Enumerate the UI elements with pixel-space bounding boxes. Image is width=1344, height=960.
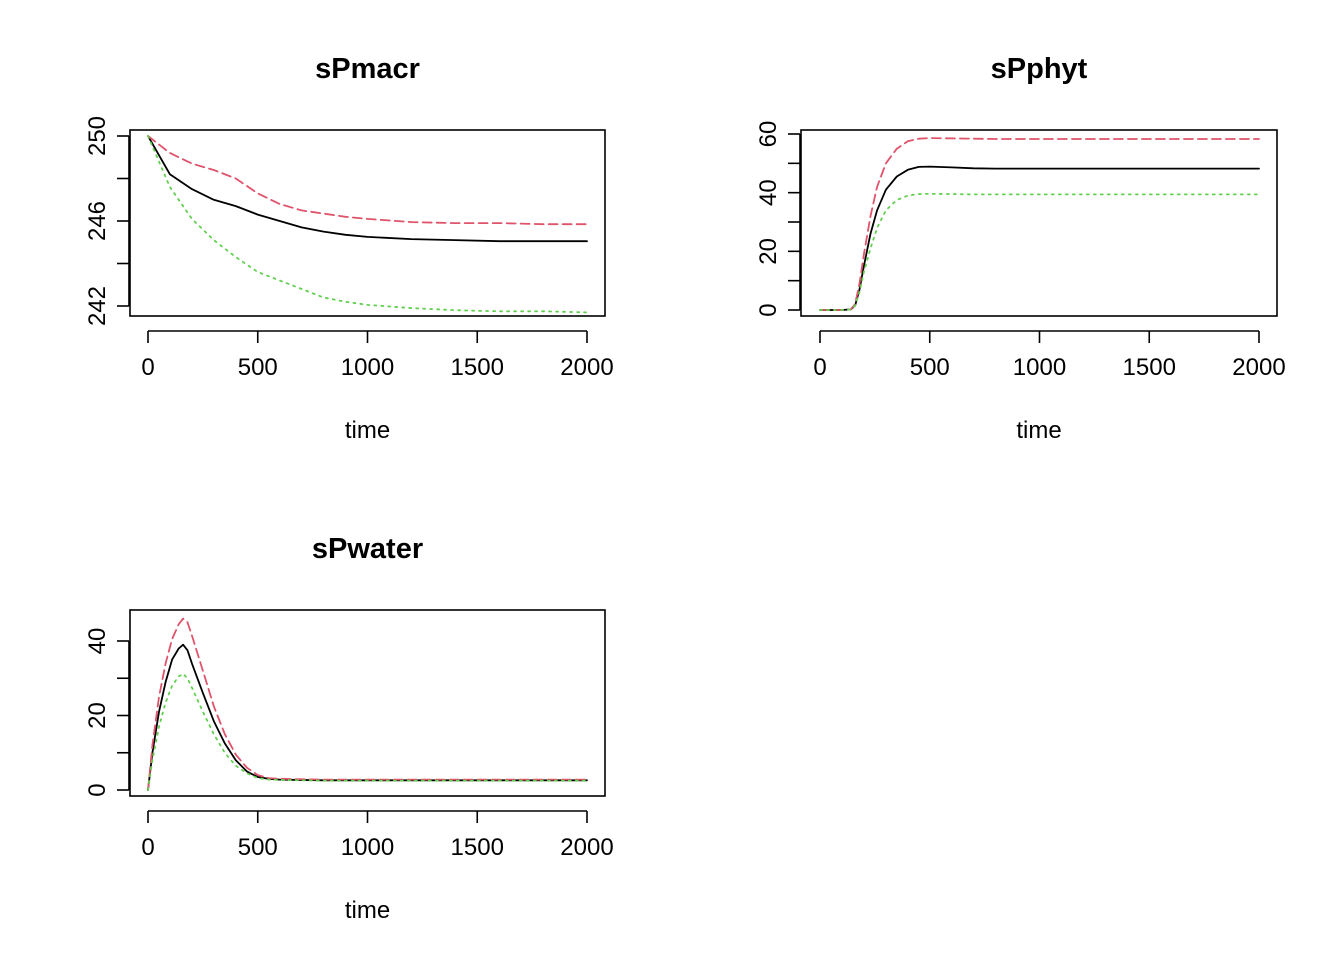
y-tick-label: 250 <box>84 116 111 156</box>
y-tick-label: 20 <box>755 238 782 265</box>
y-tick-label: 0 <box>84 783 111 796</box>
x-tick-label: 1500 <box>451 834 504 861</box>
x-tick-label: 1500 <box>451 354 504 381</box>
x-tick-label: 0 <box>141 354 154 381</box>
series-line-3 <box>147 135 588 314</box>
x-tick-label: 1000 <box>341 354 394 381</box>
y-tick-label: 40 <box>84 628 111 655</box>
y-tick-label: 242 <box>84 286 111 326</box>
chart-title: sPphyt <box>991 53 1088 85</box>
x-tick-label: 0 <box>813 354 826 381</box>
panel-sPmacr: sPmacr 0 500 1000 1500 2000 time 242 246 250 <box>84 53 614 444</box>
x-tick-label: 500 <box>910 354 950 381</box>
x-axis-label: time <box>1016 417 1061 444</box>
series-line-1 <box>147 135 588 243</box>
series-line-2 <box>147 617 588 791</box>
x-tick-label: 2000 <box>1232 354 1285 381</box>
chart-title: sPwater <box>312 533 423 565</box>
y-tick-label: 246 <box>84 201 111 241</box>
series-line-2 <box>147 135 588 226</box>
y-tick-label: 60 <box>755 121 782 148</box>
x-axis-label: time <box>345 417 390 444</box>
x-axis-label: time <box>345 897 390 924</box>
x-tick-label: 1000 <box>1013 354 1066 381</box>
panel-sPwater: sPwater 0 500 1000 1500 2000 time 0 20 40 <box>84 533 614 924</box>
x-tick-label: 2000 <box>560 834 613 861</box>
x-tick-label: 1000 <box>341 834 394 861</box>
x-tick-label: 0 <box>141 834 154 861</box>
plot-frame <box>129 129 606 317</box>
series-line-2 <box>819 137 1260 311</box>
x-tick-label: 1500 <box>1123 354 1176 381</box>
panel-sPphyt: sPphyt 0 500 1000 1500 2000 time 0 20 40 60 <box>755 53 1286 444</box>
plot-frame <box>129 609 606 797</box>
x-tick-label: 2000 <box>560 354 613 381</box>
series-line-3 <box>147 672 588 791</box>
series-line-1 <box>147 643 588 791</box>
y-tick-label: 0 <box>755 303 782 316</box>
y-tick-label: 20 <box>84 702 111 729</box>
series-line-3 <box>819 192 1260 311</box>
x-tick-label: 500 <box>238 354 278 381</box>
plot-frame <box>800 129 1278 317</box>
chart-title: sPmacr <box>315 53 420 85</box>
y-tick-label: 40 <box>755 179 782 206</box>
x-tick-label: 500 <box>238 834 278 861</box>
